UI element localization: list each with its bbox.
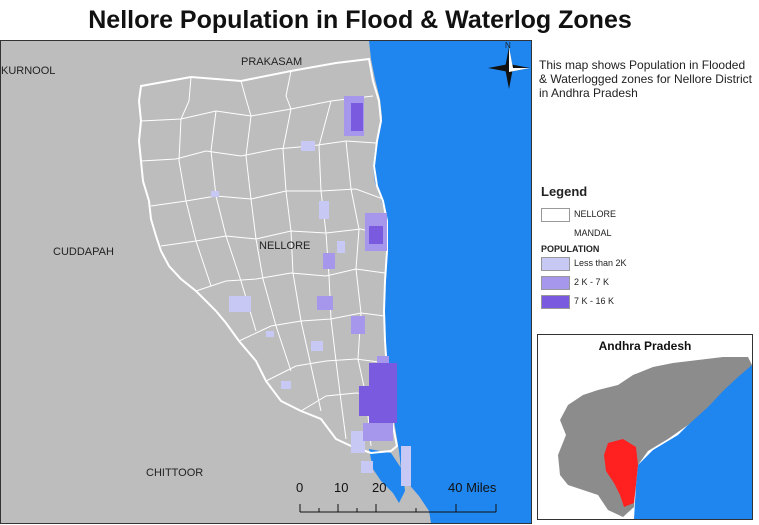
- scale-bar: 0 10 20 40 Miles: [296, 480, 516, 520]
- scale-ruler: [299, 504, 497, 513]
- scale-label-10: 10: [334, 480, 349, 495]
- legend-title: Legend: [541, 184, 588, 199]
- map-canvas: [1, 41, 531, 523]
- population-header: POPULATION: [541, 244, 600, 254]
- population-less-than-2k: [211, 141, 411, 486]
- inset-title-band: [538, 335, 752, 357]
- class-3-label: 7 K - 16 K: [574, 296, 615, 306]
- map-title: Nellore Population in Flood & Waterlog Z…: [88, 6, 632, 34]
- north-label: N: [505, 41, 511, 50]
- legend-district: NELLORE: [541, 207, 731, 223]
- label-nellore: NELLORE: [259, 240, 311, 252]
- inset-nellore-highlight: [604, 439, 638, 507]
- class-2-swatch: [541, 276, 570, 290]
- label-kurnool: KURNOOL: [1, 65, 56, 77]
- district-label: NELLORE: [574, 209, 617, 219]
- class-1-swatch: [541, 257, 570, 271]
- sea-area: [369, 41, 531, 523]
- district-swatch: [541, 208, 570, 222]
- class-3-swatch: [541, 295, 570, 309]
- label-prakasam: PRAKASAM: [241, 56, 303, 68]
- legend-class-1: Less than 2K: [541, 256, 731, 272]
- scale-label-40: 40 Miles: [448, 480, 497, 495]
- legend-class-3: 7 K - 16 K: [541, 294, 731, 310]
- inset-map[interactable]: Andhra Pradesh: [537, 334, 753, 520]
- map-description: This map shows Population in Flooded & W…: [539, 58, 752, 100]
- mandal-boundaries: [140, 70, 392, 447]
- population-7k-16k: [351, 103, 397, 423]
- inset-canvas: [538, 335, 752, 519]
- label-chittoor: CHITTOOR: [146, 467, 204, 479]
- inset-title: Andhra Pradesh: [598, 339, 692, 353]
- inset-state: [558, 357, 752, 517]
- scale-label-20: 20: [372, 480, 387, 495]
- class-2-label: 2 K - 7 K: [574, 277, 610, 287]
- lake-area: [369, 449, 405, 503]
- north-arrow-icon: [488, 47, 530, 89]
- legend: Legend NELLORE MANDAL POPULATION Less th…: [541, 184, 731, 313]
- legend-class-2: 2 K - 7 K: [541, 275, 731, 291]
- mandal-label: MANDAL: [574, 228, 612, 238]
- class-1-label: Less than 2K: [574, 258, 627, 268]
- main-map[interactable]: N KURNOOL PRAKASAM CUDDAPAH NELLORE CHIT…: [0, 40, 532, 524]
- label-cuddapah: CUDDAPAH: [53, 246, 114, 258]
- scale-label-0: 0: [296, 480, 304, 495]
